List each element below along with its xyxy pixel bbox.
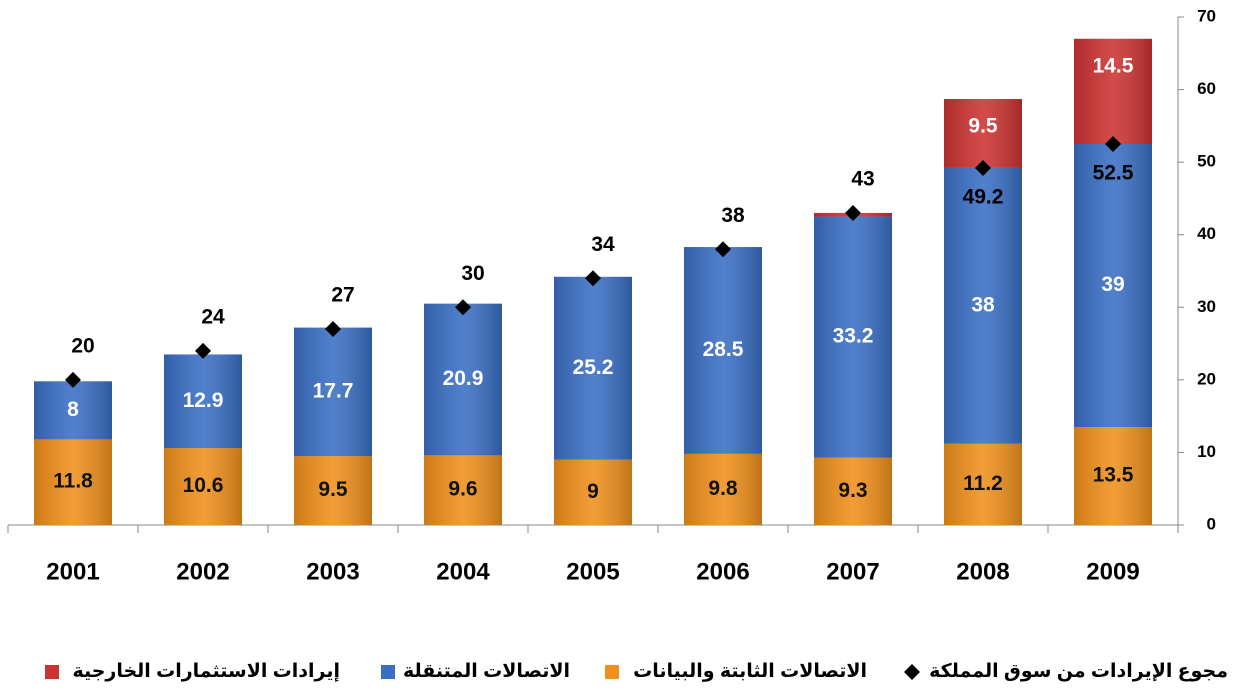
total-marker (325, 321, 341, 338)
data-label: 39 (1101, 273, 1124, 296)
bar-gloss (944, 167, 1022, 444)
legend-marker (904, 664, 920, 680)
data-label: 25.2 (573, 356, 614, 379)
legend-marker (381, 665, 395, 679)
data-label: 14.5 (1093, 54, 1134, 77)
data-label: 38 (971, 293, 995, 316)
bar-gloss (164, 448, 242, 525)
data-label: 9.5 (968, 115, 998, 138)
x-tick-label: 2007 (826, 558, 879, 585)
y-tick-label: 10 (1197, 442, 1216, 461)
bar-gloss (944, 99, 1022, 168)
y-tick-label: 0 (1207, 514, 1216, 533)
bar-gloss (814, 457, 892, 525)
x-tick-label: 2005 (566, 558, 619, 585)
legend-label: الاتصالات المتنقلة (403, 661, 570, 682)
total-label: 38 (721, 204, 745, 227)
bar-gloss (684, 247, 762, 454)
x-tick-label: 2003 (306, 558, 359, 585)
legend-label: الاتصالات الثابتة والبيانات (633, 661, 867, 682)
bar-gloss (554, 459, 632, 525)
data-label: 13.5 (1093, 464, 1134, 487)
total-marker (585, 270, 601, 287)
total-marker (195, 342, 211, 359)
data-label: 8 (67, 398, 79, 421)
bar-gloss (1074, 38, 1152, 145)
total-marker (65, 371, 81, 388)
y-tick-label: 40 (1197, 224, 1216, 243)
bar-gloss (944, 443, 1022, 525)
data-label: 33.2 (833, 325, 874, 348)
y-tick-label: 60 (1197, 79, 1216, 98)
x-tick-label: 2004 (436, 558, 490, 585)
data-label: 9.6 (448, 478, 477, 501)
data-label: 10.6 (183, 474, 224, 497)
bar-gloss (294, 456, 372, 525)
total-marker (845, 204, 861, 221)
legend-label: مجوع الإيرادات من سوق المملكة (929, 661, 1228, 682)
data-label: 9 (587, 480, 599, 503)
data-label: 17.7 (313, 379, 354, 402)
data-label: 11.2 (963, 472, 1003, 495)
bar-gloss (1074, 144, 1152, 428)
x-tick-label: 2008 (956, 558, 1009, 585)
y-tick-label: 30 (1197, 297, 1216, 316)
data-label: 9.3 (838, 479, 867, 502)
bar-gloss (34, 381, 112, 440)
data-label: 28.5 (703, 338, 744, 361)
total-marker (715, 241, 731, 258)
bar-gloss (424, 455, 502, 525)
total-marker (975, 159, 991, 176)
total-label: 49.2 (963, 185, 1004, 208)
y-tick-label: 50 (1197, 152, 1216, 171)
bar-gloss (34, 439, 112, 525)
bar-gloss (1074, 427, 1152, 525)
x-tick-label: 2009 (1086, 558, 1139, 585)
total-label: 52.5 (1093, 162, 1134, 185)
data-label: 20.9 (443, 367, 484, 390)
legend-marker (45, 665, 59, 679)
legend-label: إيرادات الاستثمارات الخارجية (72, 661, 340, 682)
total-label: 24 (201, 305, 225, 328)
total-marker (455, 299, 471, 316)
total-label: 43 (851, 167, 874, 190)
data-label: 11.8 (53, 470, 93, 493)
data-label: 9.8 (708, 477, 738, 500)
x-tick-label: 2001 (46, 558, 99, 585)
legend-marker (605, 665, 619, 679)
total-label: 20 (71, 334, 94, 357)
x-tick-label: 2002 (176, 558, 229, 585)
x-tick-label: 2006 (696, 558, 749, 585)
total-label: 30 (461, 262, 484, 285)
data-label: 12.9 (183, 389, 224, 412)
data-label: 9.5 (318, 478, 348, 501)
bar-gloss (814, 216, 892, 458)
bar-gloss (294, 327, 372, 457)
y-tick-label: 20 (1197, 369, 1216, 388)
bar-gloss (554, 276, 632, 460)
bar-gloss (424, 303, 502, 456)
y-tick-label: 70 (1197, 6, 1216, 25)
total-label: 34 (591, 233, 615, 256)
bar-gloss (164, 354, 242, 449)
total-marker (1105, 136, 1121, 152)
total-label: 27 (331, 284, 354, 307)
bar-gloss (684, 453, 762, 525)
